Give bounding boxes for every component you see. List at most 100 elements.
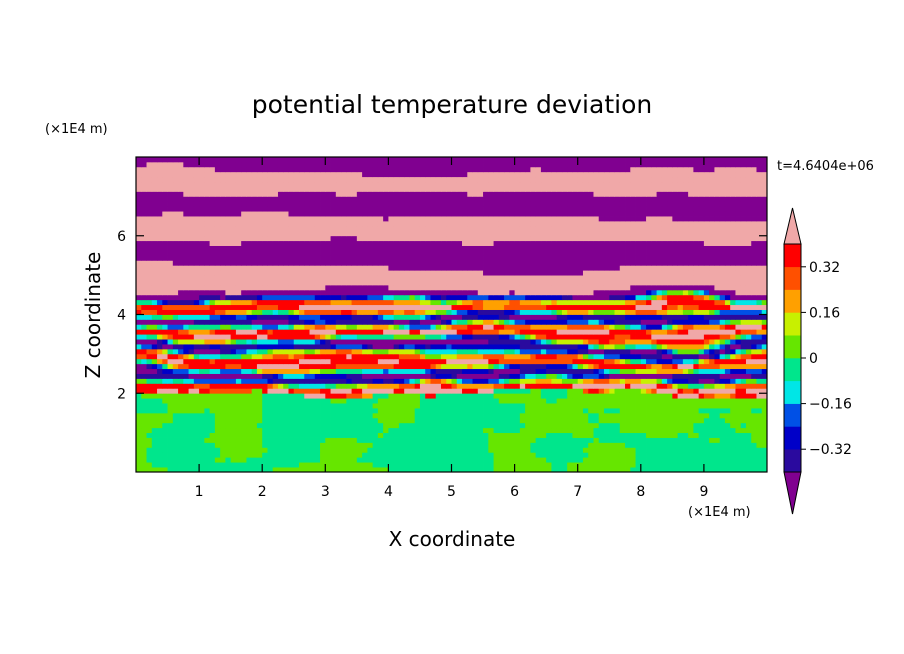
field-cell xyxy=(362,422,368,429)
field-cell xyxy=(309,353,316,360)
field-cell xyxy=(688,403,694,409)
field-cell xyxy=(735,373,742,379)
field-cell xyxy=(598,329,605,335)
field-cell xyxy=(288,294,295,301)
field-cell xyxy=(209,275,216,281)
field-cell xyxy=(351,275,358,281)
field-cell xyxy=(603,329,610,335)
field-cell xyxy=(456,348,463,355)
field-cell xyxy=(220,457,226,463)
field-cell xyxy=(614,403,621,409)
field-cell xyxy=(635,388,642,394)
field-cell xyxy=(314,368,321,374)
field-cell xyxy=(446,270,452,276)
field-cell xyxy=(204,265,211,271)
field-cell xyxy=(530,447,537,453)
field-cell xyxy=(677,348,684,355)
field-cell xyxy=(582,280,589,286)
field-cell xyxy=(456,398,463,404)
field-cell xyxy=(556,314,563,320)
field-cell xyxy=(162,408,168,414)
field-cell xyxy=(409,275,416,281)
field-cell xyxy=(157,432,163,438)
field-cell xyxy=(656,373,663,379)
field-cell xyxy=(630,275,636,281)
field-cell xyxy=(735,314,742,320)
field-cell xyxy=(582,422,589,429)
field-cell xyxy=(703,363,710,370)
field-cell xyxy=(414,324,421,330)
field-cell xyxy=(320,334,326,340)
field-cell xyxy=(646,427,652,434)
field-cell xyxy=(483,309,489,315)
field-cell xyxy=(388,324,395,330)
field-cell xyxy=(383,422,389,429)
field-cell xyxy=(472,334,479,340)
field-cell xyxy=(540,334,547,340)
field-cell xyxy=(761,358,768,365)
field-cell xyxy=(640,388,647,394)
field-cell xyxy=(603,358,610,365)
field-cell xyxy=(530,427,537,434)
field-cell xyxy=(136,452,142,458)
field-cell xyxy=(262,334,268,340)
field-cell xyxy=(598,403,605,409)
field-cell xyxy=(388,447,395,453)
field-cell xyxy=(256,452,263,458)
field-cell xyxy=(204,437,211,443)
field-cell xyxy=(346,412,352,419)
field-cell xyxy=(272,403,279,409)
field-cell xyxy=(635,408,642,414)
field-cell xyxy=(430,457,437,463)
field-cell xyxy=(199,393,205,399)
field-cell xyxy=(582,304,589,310)
field-cell xyxy=(740,378,747,384)
field-cell xyxy=(561,383,568,389)
field-cell xyxy=(598,334,605,340)
field-cell xyxy=(309,344,316,350)
field-cell xyxy=(188,358,195,365)
field-cell xyxy=(724,442,731,448)
field-cell xyxy=(251,432,258,438)
field-cell xyxy=(299,368,305,374)
field-cell xyxy=(209,388,216,394)
field-cell xyxy=(172,265,179,271)
field-cell xyxy=(546,344,552,350)
field-cell xyxy=(146,314,153,320)
field-cell xyxy=(241,265,247,271)
field-cell xyxy=(256,437,263,443)
field-cell xyxy=(398,378,405,384)
field-cell xyxy=(141,309,147,315)
field-cell xyxy=(535,442,542,448)
field-cell xyxy=(698,403,705,409)
field-cell xyxy=(619,432,626,438)
field-cell xyxy=(162,403,168,409)
field-cell xyxy=(220,270,226,276)
field-cell xyxy=(724,319,731,325)
field-cell xyxy=(293,275,300,281)
field-cell xyxy=(393,432,400,438)
field-cell xyxy=(214,309,221,315)
field-cell xyxy=(314,427,321,434)
field-cell xyxy=(646,388,652,394)
field-cell xyxy=(593,462,600,468)
field-cell xyxy=(483,388,489,394)
field-cell xyxy=(277,408,284,414)
field-cell xyxy=(567,403,573,409)
temperature-field xyxy=(136,157,768,473)
field-cell xyxy=(582,442,589,448)
field-cell xyxy=(277,319,284,325)
field-cell xyxy=(609,457,615,463)
field-cell xyxy=(162,442,168,448)
field-cell xyxy=(709,284,715,291)
field-cell xyxy=(656,363,663,370)
field-cell xyxy=(309,417,316,424)
field-cell xyxy=(435,299,442,306)
field-cell xyxy=(572,373,579,379)
field-cell xyxy=(235,373,242,379)
field-cell xyxy=(603,319,610,325)
field-cell xyxy=(509,412,515,419)
field-cell xyxy=(262,275,268,281)
field-cell xyxy=(241,403,247,409)
field-cell xyxy=(546,299,552,306)
